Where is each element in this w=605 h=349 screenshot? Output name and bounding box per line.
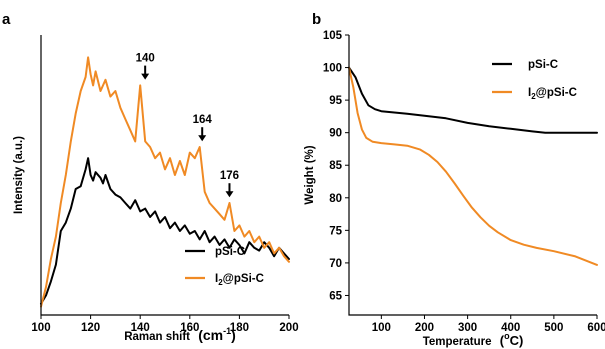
panel-b-y-tick-label-65: 65 <box>329 290 342 302</box>
panel-a-xlabel-unit: (cm <box>198 327 223 343</box>
panel-b-x-axis-title: Temperature (oC) <box>423 331 524 348</box>
panel-b-legend-label-psic: pSi-C <box>528 59 558 71</box>
panel-a-series-group <box>40 56 290 308</box>
panel-a-x-ticks: 100 120 140 160 180 200 <box>31 315 299 334</box>
panel-b-x-tick-label-600: 600 <box>587 322 605 334</box>
panel-a-xlabel-unit-end: ) <box>231 327 236 343</box>
panel-a-legend-label-psic: pSi-C <box>215 246 245 258</box>
panel-a-legend: pSi-C I2@pSi-C <box>185 246 264 287</box>
panel-a-annotation-label-140: 140 <box>136 53 155 65</box>
panel-a: a 100 120 140 160 180 200 140 164 176 Intensity… <box>2 11 299 343</box>
panel-a-letter: a <box>2 11 11 28</box>
panel-a-x-tick-label-180: 180 <box>230 322 249 334</box>
panel-a-annotation-arrow-head-140 <box>141 73 150 80</box>
panel-b-y-tick-label-70: 70 <box>329 258 342 270</box>
panel-a-annotation-label-176: 176 <box>220 170 239 182</box>
panel-b-legend: pSi-C I2@pSi-C <box>492 59 577 101</box>
panel-b-x-tick-label-400: 400 <box>501 322 520 334</box>
panel-b-y-axis-title: Weight (%) <box>304 145 316 204</box>
panel-b-y-tick-label-105: 105 <box>323 30 343 42</box>
panel-b-series-i2-psi-c <box>348 66 598 266</box>
panel-a-annotations: 140 164 176 <box>136 53 239 198</box>
panel-a-series-i2-psi-c <box>40 56 290 308</box>
panel-b-ticks: 100 200 300 400 500 600 65 70 75 80 85 90 95 100 105 <box>323 30 605 334</box>
panel-a-xlabel-unit-sup: -1 <box>223 326 231 336</box>
panel-a-series-psi-c <box>40 157 290 305</box>
panel-b-legend-i2-rest: @pSi-C <box>536 87 577 99</box>
panel-a-x-tick-label-120: 120 <box>81 322 100 334</box>
panel-a-annotation-arrow-head-164 <box>198 135 207 142</box>
panel-b-x-tick-label-500: 500 <box>544 322 563 334</box>
panel-b-xlabel-unit: ( <box>500 333 505 348</box>
panel-a-annotation-arrow-head-176 <box>225 191 234 198</box>
panel-a-y-axis-title: Intensity (a.u.) <box>13 136 25 214</box>
panel-a-annotation-label-164: 164 <box>193 114 213 126</box>
panel-a-x-tick-label-100: 100 <box>31 322 50 334</box>
panel-a-x-tick-label-140: 140 <box>131 322 150 334</box>
panel-b-x-tick-label-300: 300 <box>458 322 477 334</box>
panel-b-axes <box>348 35 597 316</box>
panel-a-legend-i2-base: I <box>215 273 218 285</box>
panel-b-y-tick-label-75: 75 <box>329 225 342 237</box>
panel-a-x-axis-title: Raman shift (cm-1) <box>124 326 236 343</box>
panel-a-legend-i2-sub: 2 <box>218 278 223 287</box>
panel-b-legend-label-i2psic: I2@pSi-C <box>528 87 577 101</box>
panel-b-x-tick-label-200: 200 <box>415 322 434 334</box>
panel-a-legend-label-i2psic: I2@pSi-C <box>215 273 264 287</box>
panel-a-x-tick-label-160: 160 <box>180 322 199 334</box>
panel-a-legend-i2-rest: @pSi-C <box>223 273 264 285</box>
panel-b-x-tick-label-100: 100 <box>372 322 391 334</box>
panel-b-xlabel-unit-sup: o <box>504 331 510 341</box>
panel-b-xlabel-main: Temperature <box>423 336 492 348</box>
panel-b-legend-i2-sub: 2 <box>531 92 536 101</box>
panel-b-y-tick-label-80: 80 <box>329 193 342 205</box>
panel-b-xlabel-unit-end: C) <box>510 333 524 348</box>
panel-b-y-tick-label-100: 100 <box>323 63 342 75</box>
panel-b-series-psi-c <box>348 66 598 134</box>
panel-b-series-group <box>348 66 598 266</box>
panel-b-legend-i2-base: I <box>528 87 531 99</box>
panel-b-y-tick-label-85: 85 <box>329 160 342 172</box>
panel-b-y-tick-label-95: 95 <box>329 95 342 107</box>
panel-b: b 100 200 300 400 500 600 65 70 75 80 85 90 95 100 105… <box>304 11 605 348</box>
panel-b-letter: b <box>312 11 321 28</box>
panel-a-xlabel-main: Raman shift <box>124 331 190 343</box>
panel-a-x-tick-label-200: 200 <box>279 322 298 334</box>
panel-b-y-tick-label-90: 90 <box>329 128 342 140</box>
